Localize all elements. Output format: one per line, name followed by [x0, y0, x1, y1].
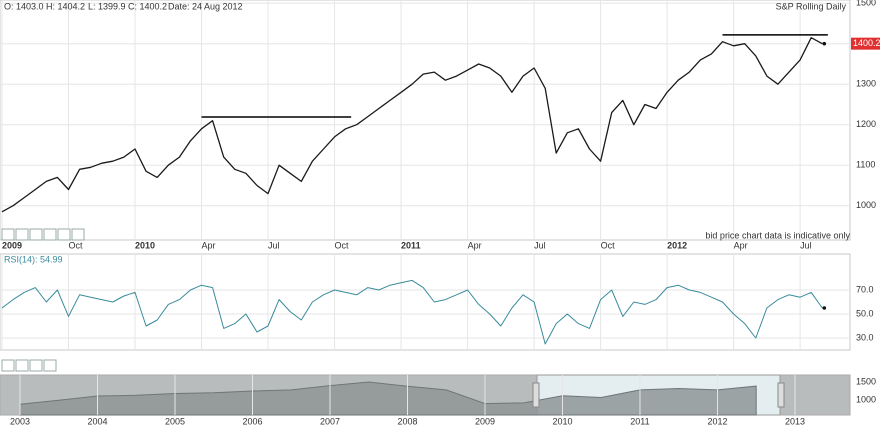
- rsi-tools: [1, 359, 57, 372]
- x-tick-label: 2011: [630, 416, 649, 426]
- ohlc-open: O: 1403.0: [4, 1, 44, 11]
- navigator-handle[interactable]: [777, 382, 785, 408]
- panel-layer: [19, 375, 796, 415]
- tool-button[interactable]: [29, 228, 43, 241]
- y-tick-label: 50.0: [856, 308, 874, 318]
- navigator-handle[interactable]: [532, 382, 540, 408]
- panel-layer: [0, 0, 850, 240]
- price-tools: [1, 228, 85, 241]
- x-tick-label: Jul: [800, 240, 812, 250]
- x-tick-label: 2005: [165, 416, 185, 426]
- y-tick-label: 30.0: [856, 332, 874, 342]
- rsi-title: RSI(14): 54.99: [4, 254, 63, 264]
- x-tick-label: 2004: [87, 416, 107, 426]
- x-tick-label: 2012: [667, 240, 687, 250]
- x-tick-label: 2009: [475, 416, 495, 426]
- tool-button[interactable]: [71, 228, 85, 241]
- last-price-box: [851, 37, 880, 50]
- last-price-label: 1400.2: [853, 38, 880, 48]
- ohlc-date: Date: 24 Aug 2012: [168, 1, 243, 11]
- x-tick-label: Apr: [202, 240, 216, 250]
- x-tick-label: 2008: [397, 416, 417, 426]
- area: [19, 381, 757, 416]
- x-tick-label: 2010: [135, 240, 155, 250]
- tool-button[interactable]: [29, 359, 43, 372]
- ohlc-low: L: 1399.9: [88, 1, 126, 11]
- chart-title: S&P Rolling Daily: [776, 1, 847, 11]
- tool-button[interactable]: [15, 228, 29, 241]
- x-tick-label: Apr: [734, 240, 748, 250]
- price-panel: [0, 0, 851, 241]
- disclaimer: bid price chart data is indicative only: [705, 230, 850, 240]
- last-point: [822, 306, 827, 310]
- y-tick-label: 1500: [856, 376, 876, 386]
- x-tick-label: Apr: [468, 240, 482, 250]
- y-tick-label: 1000: [856, 200, 876, 210]
- tool-button[interactable]: [15, 359, 29, 372]
- x-tick-label: 2012: [707, 416, 727, 426]
- x-tick-label: 2013: [785, 416, 805, 426]
- line: [1, 37, 823, 213]
- y-tick-label: 70.0: [856, 284, 874, 294]
- ohlc-high: H: 1404.2: [46, 1, 85, 11]
- x-tick-label: 2009: [2, 240, 22, 250]
- ohlc-close: C: 1400.2: [128, 1, 167, 11]
- x-tick-label: 2003: [10, 416, 30, 426]
- x-tick-label: 2010: [552, 416, 572, 426]
- line: [1, 279, 823, 345]
- last-point: [822, 41, 827, 46]
- x-tick-label: Oct: [601, 240, 616, 250]
- tool-button[interactable]: [1, 359, 15, 372]
- rsi-panel: [0, 253, 851, 351]
- tool-button[interactable]: [43, 359, 57, 372]
- x-tick-label: Jul: [534, 240, 546, 250]
- y-tick-label: 1500: [856, 0, 876, 8]
- x-tick-label: Oct: [69, 240, 84, 250]
- y-tick-label: 1300: [856, 79, 876, 89]
- tool-button[interactable]: [1, 228, 15, 241]
- y-tick-label: 1200: [856, 119, 876, 129]
- y-tick-label: 1100: [856, 160, 875, 170]
- x-tick-label: Oct: [335, 240, 350, 250]
- y-tick-label: 1000: [856, 394, 876, 404]
- tool-button[interactable]: [43, 228, 57, 241]
- x-tick-label: 2011: [401, 240, 421, 250]
- x-tick-label: 2006: [242, 416, 262, 426]
- x-tick-label: 2007: [320, 416, 340, 426]
- x-tick-label: Jul: [268, 240, 280, 250]
- tool-button[interactable]: [57, 228, 71, 241]
